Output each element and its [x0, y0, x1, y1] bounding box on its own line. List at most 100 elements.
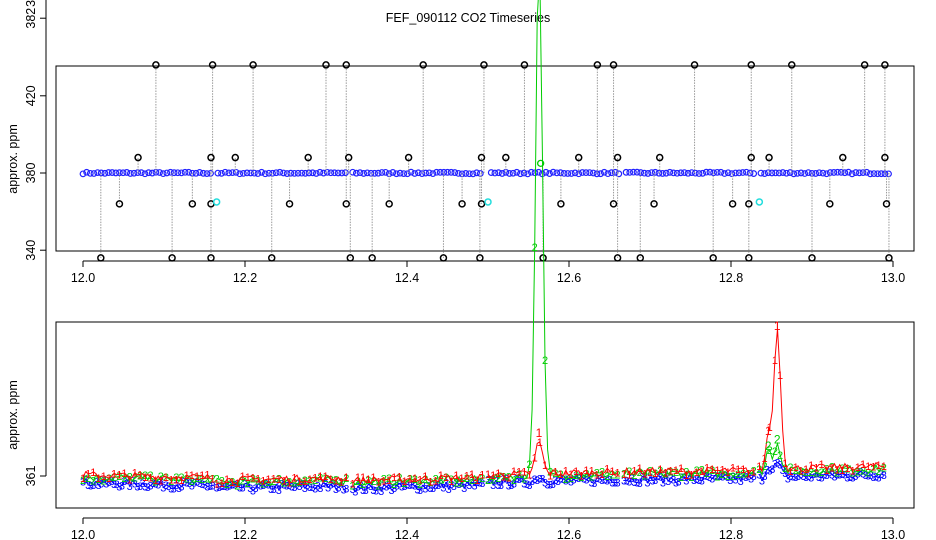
- bottom-series-1-point: 1: [271, 473, 277, 485]
- top-outlier-mid-low-point: [188, 200, 197, 208]
- top-series-point: [108, 169, 116, 176]
- bottom-series-1-point: 1: [427, 476, 433, 488]
- bottom-series-3-point: 3: [855, 469, 861, 481]
- bottom-series-1-point: 1: [338, 476, 344, 488]
- top-series-point: [83, 168, 91, 176]
- top-outlier-mid-high-point: [574, 153, 583, 162]
- bottom-series-3-point: 3: [852, 471, 858, 483]
- top-series-point: [801, 170, 809, 177]
- bottom-series-2-point: 2: [433, 473, 439, 485]
- bottom-series-3-point: 3: [194, 477, 200, 489]
- bottom-series-3-point: 3: [829, 470, 835, 482]
- bottom-series-3-point: 3: [127, 481, 133, 493]
- top-series-point: [294, 169, 302, 177]
- bottom-series-1-point: 1: [834, 464, 840, 476]
- bottom-series-2-point: 2: [637, 467, 643, 479]
- bottom-series-1-point: 1: [532, 452, 538, 464]
- top-series-point: [393, 170, 400, 178]
- bottom-series-3-point: 3: [108, 476, 114, 488]
- bottom-series-1-point: 1: [381, 476, 387, 488]
- bottom-series-3-point: 3: [414, 484, 420, 496]
- bottom-series-3-point: 3: [286, 480, 292, 492]
- bottom-series-1-point: 1: [163, 472, 169, 484]
- bottom-series-3-point: 3: [221, 481, 227, 493]
- bottom-series-2-point: 2: [153, 477, 159, 489]
- bottom-series-1-point: 1: [229, 477, 235, 489]
- bottom-series-1-point: 1: [844, 463, 850, 475]
- bottom-series-3-point: 3: [644, 478, 650, 490]
- top-series-point: [815, 169, 823, 177]
- bottom-series-2-point: 2: [210, 473, 216, 485]
- bottom-series-1-point: 1: [673, 465, 679, 477]
- top-series-point: [684, 169, 692, 177]
- top-outlier-low-point: [207, 254, 215, 262]
- bottom-series-3-point: 3: [302, 483, 308, 495]
- bottom-series-1-point: 1: [281, 475, 287, 487]
- top-series-point: [644, 170, 652, 177]
- top-series-point: [349, 168, 357, 176]
- top-outlier-mid-high-point: [304, 153, 312, 162]
- top-series-point: [433, 168, 440, 176]
- top-outlier-mid-low-point: [728, 200, 737, 208]
- bottom-series-3-point: 3: [90, 480, 96, 492]
- bottom-series-1-point: 1: [407, 474, 413, 486]
- bottom-series-3-point: 3: [466, 480, 472, 492]
- top-series-point: [352, 169, 360, 177]
- bottom-series-3-point: 3: [163, 480, 169, 492]
- bottom-series-1-point: 1: [818, 459, 824, 471]
- top-x-tick-label: 12.6: [557, 271, 581, 285]
- top-series-point: [451, 169, 459, 176]
- bottom-series-1-point: 1: [106, 473, 112, 485]
- bottom-series-2-point: 2: [495, 473, 501, 485]
- bottom-series-2-point: 2: [782, 463, 788, 475]
- bottom-series-3-point: 3: [863, 470, 869, 482]
- bottom-peak-label: 1: [765, 424, 772, 438]
- bottom-series-2-point: 2: [725, 471, 731, 483]
- bottom-series-3-point: 3: [745, 471, 751, 483]
- bottom-series-3-point: 3: [670, 474, 676, 486]
- bottom-series-3-point: 3: [790, 472, 796, 484]
- bottom-series-1-point: 1: [537, 437, 543, 449]
- bottom-series-3-point: 3: [774, 458, 780, 470]
- top-y-tick-label: 380: [24, 163, 38, 184]
- bottom-series-3-point: 3: [158, 475, 164, 487]
- top-series-point: [866, 170, 874, 178]
- top-series-point: [236, 170, 244, 178]
- bottom-series-1-point: 1: [839, 465, 845, 477]
- top-series-point: [870, 170, 878, 178]
- bottom-series-3-point: 3: [787, 471, 793, 483]
- bottom-series-1-point: 1: [412, 473, 418, 485]
- top-outlier-low-point: [613, 254, 622, 262]
- top-series-point: [301, 169, 309, 177]
- top-outlier-mid-low-point: [609, 200, 618, 208]
- bottom-series-3-point: 3: [315, 481, 321, 493]
- bottom-series-1-point: 1: [137, 469, 143, 481]
- bottom-series-1-point: 1: [652, 468, 658, 480]
- bottom-series-1-point: 1: [604, 463, 610, 475]
- top-series-point: [94, 169, 101, 177]
- bottom-series-2-point: 2: [464, 473, 470, 485]
- bottom-series-2-point: 2: [132, 472, 138, 484]
- bottom-series-3-point: 3: [589, 477, 595, 489]
- top-series-point: [633, 168, 641, 176]
- top-series-point: [881, 170, 889, 178]
- bottom-series-3-point: 3: [368, 481, 374, 493]
- top-series-point: [604, 170, 612, 178]
- top-outlier-high-point: [152, 61, 160, 69]
- bottom-series-1-point: 1: [260, 475, 266, 487]
- top-series-point: [465, 170, 473, 178]
- bottom-series-3-point: 3: [255, 479, 261, 491]
- top-outlier-mid-low-point: [650, 200, 658, 208]
- bottom-series-3-point: 3: [842, 469, 848, 481]
- top-series-point: [305, 169, 313, 177]
- bottom-series-3-point: 3: [386, 480, 392, 492]
- bottom-series-3-point: 3: [803, 472, 809, 484]
- bottom-series-3-point: 3: [155, 479, 161, 491]
- top-series-point: [575, 170, 583, 178]
- bottom-series-1-point: 1: [365, 474, 371, 486]
- bottom-series-3-point: 3: [93, 476, 99, 488]
- bottom-series-1-point: 1: [516, 467, 522, 479]
- bottom-series-3-point: 3: [495, 480, 501, 492]
- top-series-point: [622, 168, 630, 176]
- top-series-point: [400, 170, 408, 178]
